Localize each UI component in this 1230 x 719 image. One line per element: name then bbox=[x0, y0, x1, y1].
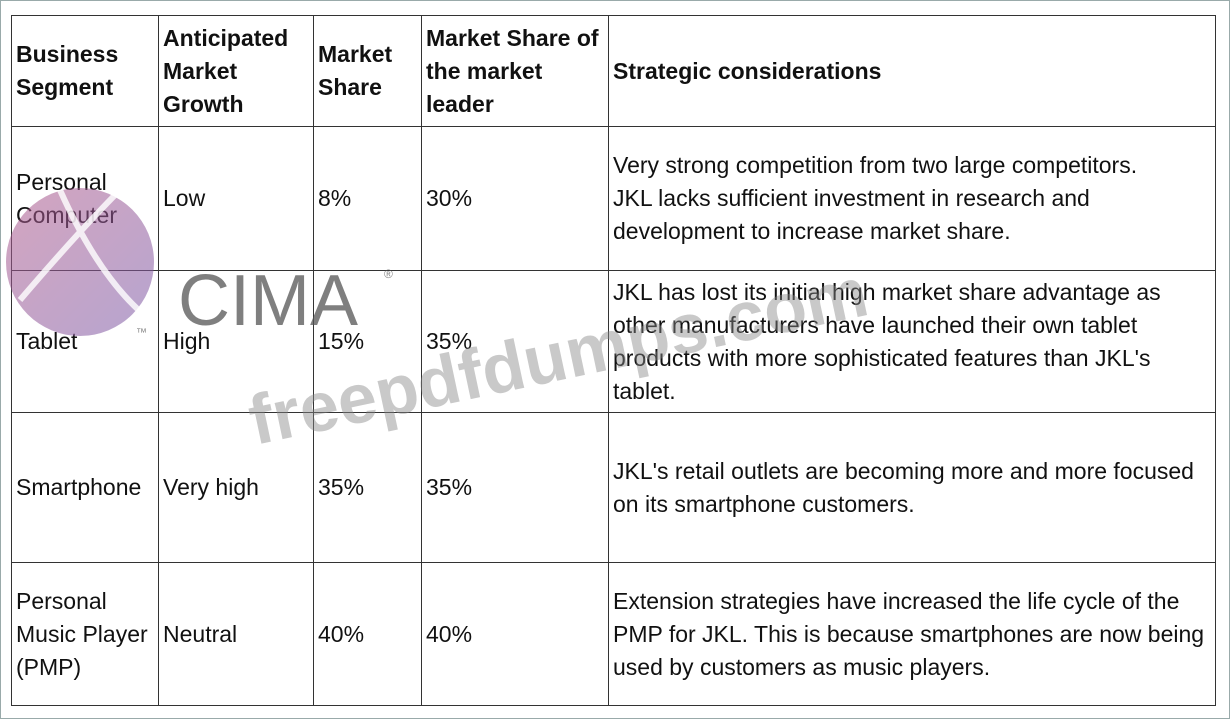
cell: 15% bbox=[313, 270, 422, 413]
row: Personal Music Player (PMP) Neutral 40% 40%… bbox=[11, 562, 1216, 706]
paragraph: Very strong competition from two large c… bbox=[613, 152, 1138, 178]
cell: Personal Computer bbox=[11, 126, 159, 271]
cell: 40% bbox=[313, 562, 422, 706]
cell: Extension strategies have increased the … bbox=[608, 562, 1216, 706]
cell: Personal Music Player (PMP) bbox=[11, 562, 159, 706]
cell: 30% bbox=[421, 126, 609, 271]
cell: JKL has lost its initial high market sha… bbox=[608, 270, 1216, 413]
header-cell: Anticipated Market Growth bbox=[158, 15, 314, 127]
paragraph: JKL has lost its initial high market sha… bbox=[613, 278, 1161, 404]
cell: Tablet bbox=[11, 270, 159, 413]
cell: 35% bbox=[421, 412, 609, 563]
cell: Low bbox=[158, 126, 314, 271]
cell: Very high bbox=[158, 412, 314, 563]
header-row: Business Segment Anticipated Market Growt… bbox=[11, 15, 1216, 127]
paragraph: JKL's retail outlets are becoming more a… bbox=[613, 457, 1194, 517]
header-cell: Market Share bbox=[313, 15, 422, 127]
row: Tablet High 15% 35% JKL has lost its initial… bbox=[11, 270, 1216, 413]
cell: High bbox=[158, 270, 314, 413]
cell: Smartphone bbox=[11, 412, 159, 563]
cell: 35% bbox=[313, 412, 422, 563]
cell: 8% bbox=[313, 126, 422, 271]
table: Business Segment Anticipated Market Growt… bbox=[11, 15, 1216, 706]
cell: Very strong competition from two large c… bbox=[608, 126, 1216, 271]
row: Personal Computer Low 8% 30% Very strong com… bbox=[11, 126, 1216, 271]
cell: Neutral bbox=[158, 562, 314, 706]
row: Smartphone Very high 35% 35% JKL's retail ou… bbox=[11, 412, 1216, 563]
cell: 35% bbox=[421, 270, 609, 413]
paragraph: Extension strategies have increased the … bbox=[613, 587, 1205, 680]
cell: 40% bbox=[421, 562, 609, 706]
header-cell: Business Segment bbox=[11, 15, 159, 127]
paragraph: JKL lacks sufficient investment in resea… bbox=[613, 185, 1090, 244]
cell: JKL's retail outlets are becoming more a… bbox=[608, 412, 1216, 563]
header-cell: Market Share of the market leader bbox=[421, 15, 609, 127]
header-cell: Strategic considerations bbox=[608, 15, 1216, 127]
